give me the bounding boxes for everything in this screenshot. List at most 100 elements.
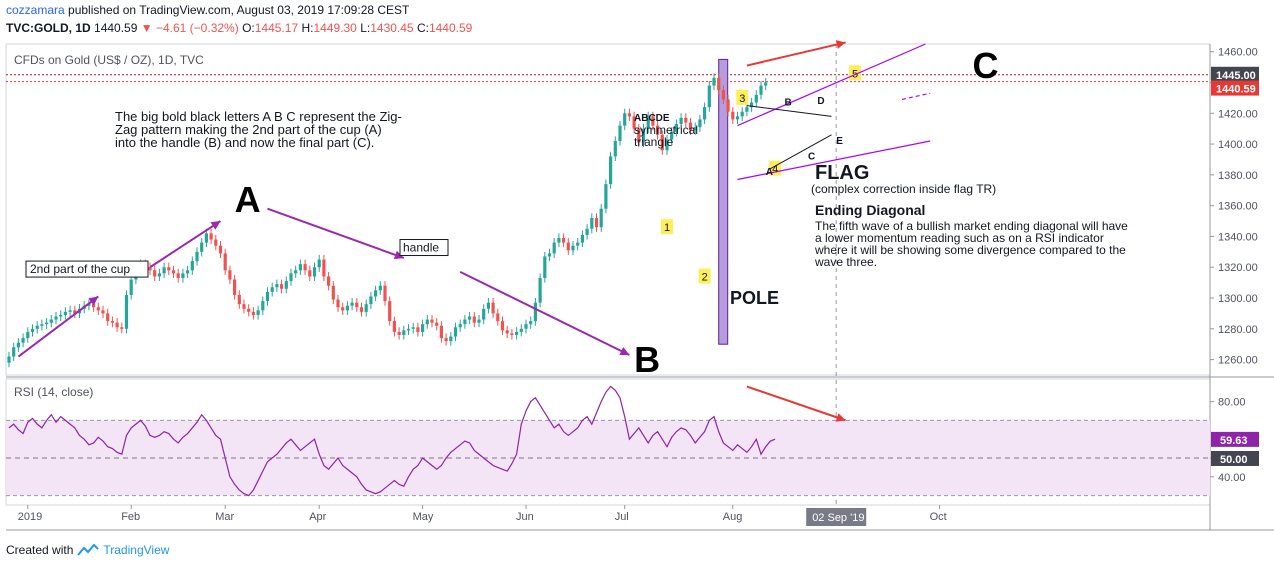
pole-rectangle [718, 58, 729, 345]
a-arrow [149, 220, 222, 269]
candle-body [547, 253, 552, 257]
price-tick-label: 1320.00 [1218, 262, 1258, 274]
candle-body [322, 259, 326, 277]
flag-midline [901, 92, 931, 101]
flag-label: FLAG [815, 162, 869, 184]
candle-body [717, 77, 721, 91]
price-tick-label: 1300.00 [1218, 293, 1258, 305]
candle-body [45, 322, 49, 325]
candle-body [200, 242, 204, 252]
candle-body [223, 253, 227, 271]
last-price: 1440.59 [94, 21, 138, 35]
candle-body [439, 325, 443, 339]
candle-body [750, 102, 754, 108]
candle-body [594, 217, 599, 228]
candle-body [538, 278, 542, 303]
candle-body [204, 233, 208, 243]
b-arrow [459, 270, 630, 356]
candle-body [120, 327, 124, 329]
rsi-label: RSI (14, close) [14, 385, 93, 399]
author-link[interactable]: cozzamara [6, 3, 65, 17]
candle-body [265, 291, 270, 302]
rsi-tick-label: 40.00 [1218, 472, 1246, 484]
candle-body [68, 310, 72, 312]
candle-body [496, 313, 500, 322]
price-pane [5, 43, 1211, 376]
candle-body [510, 333, 514, 335]
time-label: 2019 [18, 511, 42, 523]
candle-body [345, 305, 349, 311]
candle-body [604, 184, 608, 209]
time-label: Mar [215, 511, 234, 523]
time-label: Jun [516, 511, 534, 523]
explanation-line: into the handle (B) and now the final pa… [115, 135, 374, 150]
cup-arrow-head [88, 296, 99, 306]
candle-body [726, 99, 730, 112]
close-value: 1440.59 [428, 21, 473, 35]
ohlc-bar: TVC:GOLD, 1D 1440.59 ▼ −4.61 (−0.32%) O:… [6, 21, 472, 35]
candle-body [449, 336, 453, 342]
candle-body [623, 113, 627, 126]
rsi-divergence-arrow [746, 385, 846, 422]
candle-body [735, 116, 740, 120]
close-label: C: [416, 21, 429, 35]
price-tick-label: 1260.00 [1218, 355, 1258, 367]
candle-body [759, 85, 763, 95]
candle-body [148, 267, 152, 271]
candle-body [444, 338, 448, 342]
candle-body [406, 328, 411, 331]
time-label: Jul [615, 511, 629, 523]
candle-body [688, 122, 693, 131]
candle-body [12, 347, 16, 357]
open-label: O: [242, 21, 255, 35]
candle-body [237, 294, 241, 305]
candle-body [627, 113, 631, 117]
explanation-line: Zag pattern making the 2nd part of the c… [115, 122, 382, 137]
candle-body [350, 302, 354, 306]
handle-arrow [267, 207, 405, 259]
candle-body [303, 264, 307, 271]
candle-body [472, 316, 476, 323]
flag-upper-line [737, 43, 926, 127]
candle-body [30, 328, 35, 332]
candle-body [59, 314, 63, 317]
rsi-mid-badge [1211, 450, 1259, 466]
candle-body [557, 237, 561, 243]
candle-body [646, 116, 650, 129]
candle-body [49, 319, 53, 323]
candle-body [73, 310, 77, 314]
candle-body [284, 281, 288, 289]
candle-body [411, 327, 415, 329]
candle-body [609, 156, 613, 185]
tradingview-brand[interactable]: TradingView [103, 543, 170, 557]
candle-body [665, 139, 669, 151]
created-with-text: Created with [6, 543, 74, 557]
candle-body [214, 239, 218, 246]
candle-body [740, 111, 744, 117]
candle-body [359, 307, 364, 312]
candle-body [425, 319, 429, 325]
candle-body [157, 273, 161, 277]
candle-body [317, 259, 321, 268]
candle-body [270, 287, 274, 292]
candle-body [698, 119, 702, 128]
candle-body [374, 290, 378, 297]
candle-body [54, 316, 58, 320]
candle-body [327, 276, 331, 286]
candle-body [228, 270, 232, 280]
candle-body [543, 256, 547, 279]
handle-label-box [399, 239, 449, 257]
candle-body [336, 299, 340, 308]
candle-body [637, 128, 641, 143]
high-value: 1449.30 [313, 21, 357, 35]
candle-body [124, 294, 129, 329]
candle-body [392, 321, 396, 332]
candle-body [181, 273, 185, 279]
candle-body [115, 322, 119, 328]
price-divergence-arrow-head [835, 40, 846, 49]
cup-arrow [17, 295, 99, 358]
candle-body [632, 116, 636, 129]
candle-body [754, 94, 758, 103]
candle-body [256, 310, 260, 315]
